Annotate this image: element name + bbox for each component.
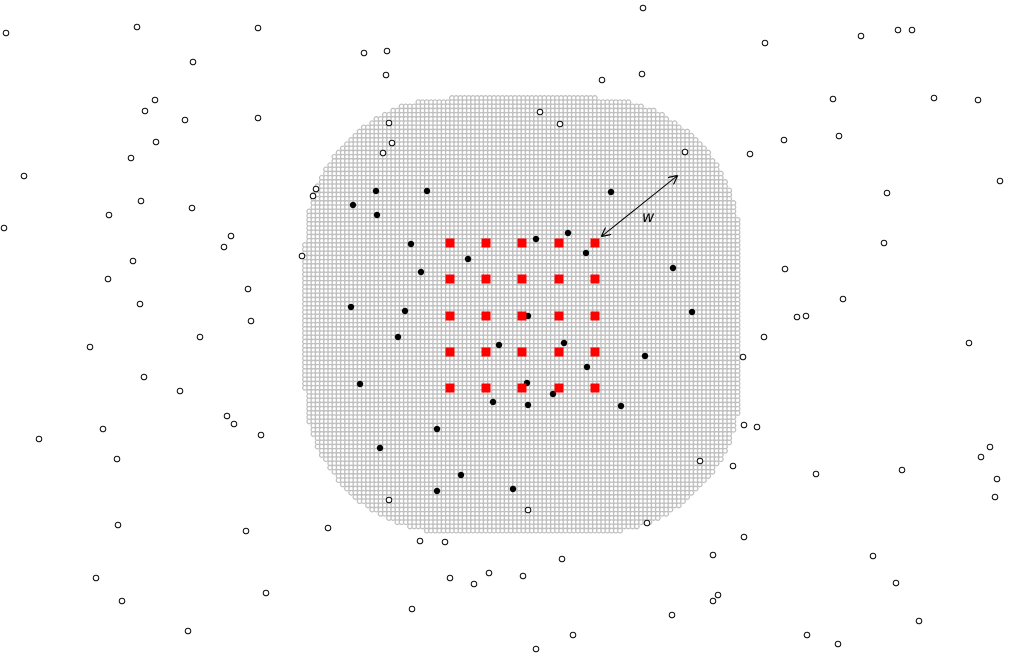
buffer-region [302, 95, 741, 534]
